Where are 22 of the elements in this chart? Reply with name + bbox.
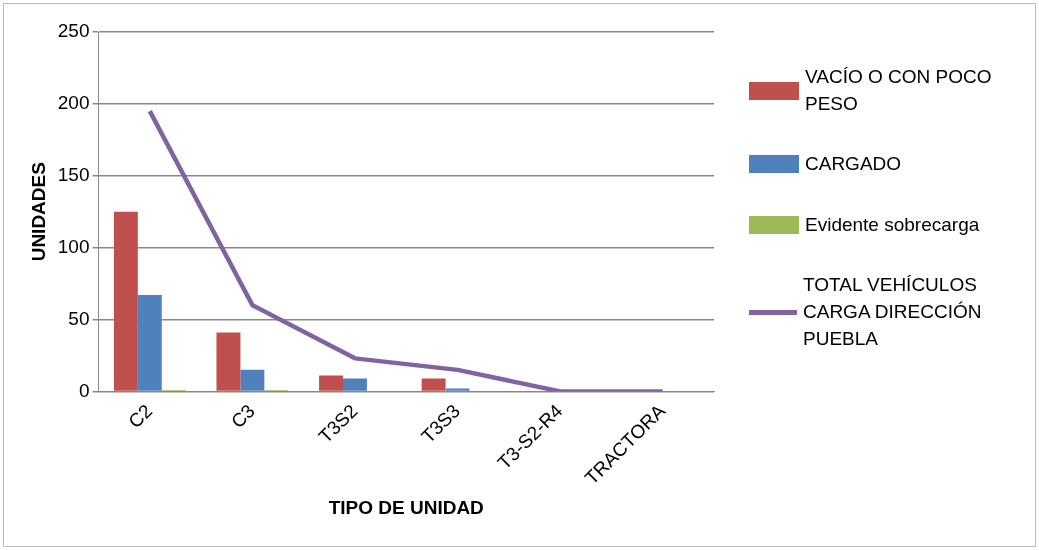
bar — [216, 332, 241, 391]
bar — [445, 388, 470, 391]
x-tick-label: C3 — [226, 400, 259, 433]
bar — [113, 211, 138, 391]
legend-label: TOTAL VEHÍCULOS CARGA DIRECCIÓN PUEBLA — [803, 273, 983, 351]
bar — [240, 369, 265, 391]
y-axis-title: UNIDADES — [27, 162, 49, 262]
legend-label: CARGADO — [805, 152, 902, 177]
x-axis-title: TIPO DE UNIDAD — [328, 496, 484, 518]
bar — [421, 378, 446, 391]
legend-label: VACÍO O CON POCO PESO — [805, 65, 993, 116]
legend-label: Evidente sobrecarga — [805, 212, 980, 237]
bar — [319, 375, 343, 391]
x-tick-label: C2 — [124, 400, 157, 433]
y-tick-label: 250 — [57, 20, 90, 42]
y-tick-label: 0 — [78, 379, 90, 401]
y-tick-label: 50 — [68, 307, 90, 329]
bar — [342, 378, 367, 391]
y-tick-label: 100 — [57, 235, 90, 257]
y-tick-label: 200 — [57, 92, 90, 114]
y-tick-label: 150 — [57, 164, 90, 186]
bar — [137, 295, 162, 391]
